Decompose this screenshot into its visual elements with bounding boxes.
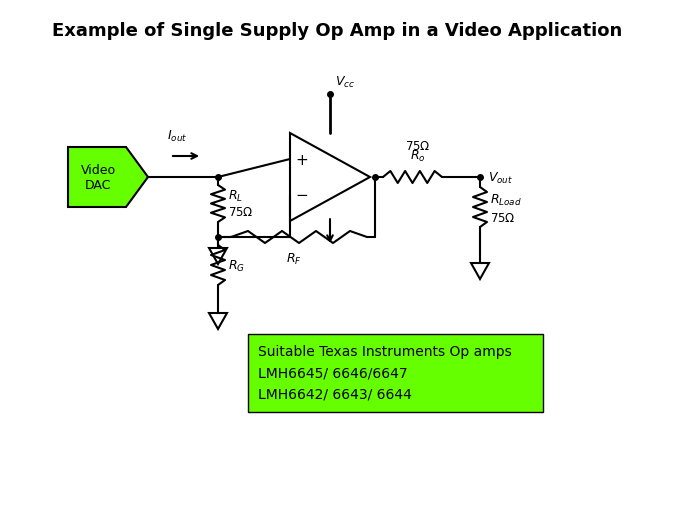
Text: $75\Omega$: $75\Omega$	[490, 211, 516, 224]
Text: $R_F$: $R_F$	[286, 251, 302, 267]
Text: Video
DAC: Video DAC	[80, 164, 115, 191]
Text: $R_{Load}$: $R_{Load}$	[490, 192, 522, 207]
Text: Suitable Texas Instruments Op amps
LMH6645/ 6646/6647
LMH6642/ 6643/ 6644: Suitable Texas Instruments Op amps LMH66…	[258, 344, 512, 400]
Text: $V_{out}$: $V_{out}$	[488, 170, 513, 185]
Text: −: −	[296, 188, 309, 203]
Text: $R_G$: $R_G$	[228, 258, 245, 273]
Text: $75\Omega$: $75\Omega$	[228, 206, 253, 219]
FancyBboxPatch shape	[248, 334, 543, 412]
Text: $75\Omega$: $75\Omega$	[405, 140, 431, 153]
Text: $R_o$: $R_o$	[410, 148, 426, 164]
Text: +: +	[296, 152, 309, 167]
Text: $V_{cc}$: $V_{cc}$	[335, 75, 355, 90]
Text: Example of Single Supply Op Amp in a Video Application: Example of Single Supply Op Amp in a Vid…	[52, 22, 622, 40]
Polygon shape	[68, 147, 148, 208]
Text: $I_{out}$: $I_{out}$	[167, 129, 187, 144]
Text: $R_L$: $R_L$	[228, 188, 243, 203]
